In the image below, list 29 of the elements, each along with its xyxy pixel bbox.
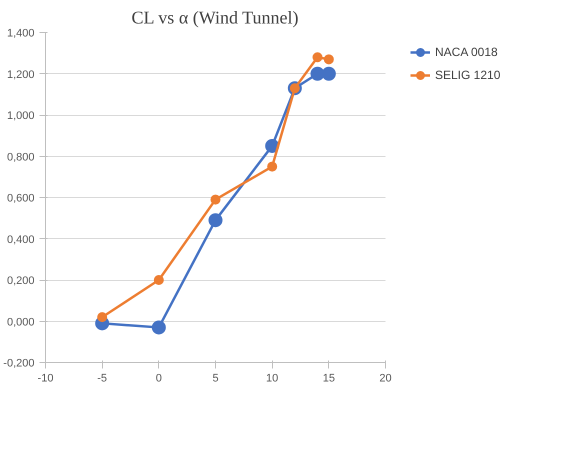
x-tick-label: 0 bbox=[156, 372, 162, 384]
legend-label: SELIG 1210 bbox=[435, 68, 500, 82]
point bbox=[267, 162, 278, 172]
point bbox=[210, 194, 220, 205]
point bbox=[154, 275, 164, 285]
x-tick-label: 15 bbox=[322, 372, 335, 384]
point bbox=[322, 66, 336, 81]
point bbox=[312, 52, 322, 62]
x-tick-label: -10 bbox=[38, 372, 54, 384]
point bbox=[310, 66, 324, 81]
point bbox=[208, 213, 222, 228]
y-tick-label: 1,200 bbox=[6, 68, 35, 81]
point bbox=[152, 320, 166, 334]
x-tick-label: 20 bbox=[379, 372, 392, 384]
x-tick-label: 5 bbox=[212, 372, 219, 384]
legend-label: NACA 0018 bbox=[435, 45, 498, 59]
y-tick-label: -0,200 bbox=[3, 358, 35, 370]
y-tick-label: 0,200 bbox=[6, 275, 35, 287]
y-tick-label: 0,800 bbox=[6, 151, 35, 164]
y-tick-label: 0,400 bbox=[6, 234, 35, 246]
y-tick-label: 1,400 bbox=[6, 28, 35, 40]
y-tick-label: 0,600 bbox=[6, 192, 35, 204]
chart-title: CL vs α (Wind Tunnel) bbox=[131, 8, 299, 28]
point bbox=[97, 312, 108, 322]
y-tick-label: 1,000 bbox=[6, 110, 35, 122]
x-tick-label: 10 bbox=[266, 372, 278, 384]
point bbox=[324, 54, 334, 64]
y-tick-label: 0,000 bbox=[6, 316, 35, 328]
x-tick-label: -5 bbox=[97, 372, 108, 384]
